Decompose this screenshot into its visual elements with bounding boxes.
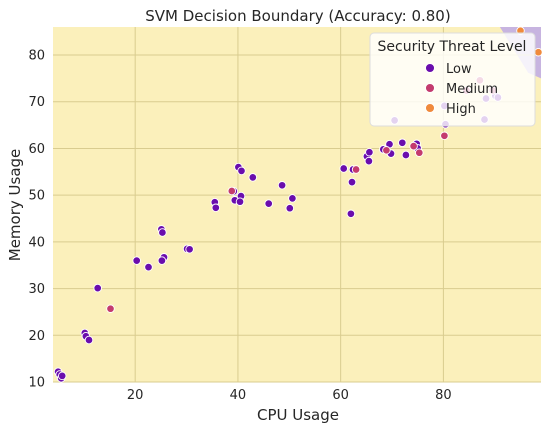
legend-marker-low bbox=[425, 63, 435, 73]
x-tick-label: 40 bbox=[230, 388, 247, 403]
point-low bbox=[346, 209, 356, 219]
point-low bbox=[401, 150, 411, 160]
x-tick-label: 80 bbox=[435, 388, 452, 403]
point-low bbox=[57, 371, 67, 381]
point-low bbox=[93, 283, 102, 293]
point-low bbox=[339, 164, 348, 173]
y-tick-label: 60 bbox=[28, 142, 45, 157]
legend-marker-medium bbox=[425, 83, 435, 93]
point-low bbox=[248, 173, 258, 182]
point-low bbox=[365, 147, 374, 157]
legend-label-medium: Medium bbox=[446, 82, 498, 97]
point-low bbox=[235, 197, 245, 206]
point-low bbox=[288, 194, 297, 203]
point-medium bbox=[409, 141, 418, 151]
point-low bbox=[264, 199, 273, 208]
legend: Security Threat Level Low Medium High bbox=[369, 32, 536, 127]
point-low bbox=[237, 166, 246, 176]
legend-label-low: Low bbox=[446, 62, 472, 77]
legend-marker-high bbox=[425, 103, 435, 113]
point-medium bbox=[351, 165, 361, 174]
y-tick-label: 20 bbox=[28, 329, 45, 344]
point-low bbox=[277, 181, 287, 190]
y-tick-label: 30 bbox=[28, 282, 45, 297]
point-medium bbox=[106, 304, 115, 313]
y-tick-label: 70 bbox=[28, 95, 45, 110]
y-tick-label: 80 bbox=[28, 49, 45, 64]
chart-title: SVM Decision Boundary (Accuracy: 0.80) bbox=[145, 7, 450, 25]
point-low bbox=[132, 256, 141, 265]
point-low bbox=[398, 138, 407, 148]
point-medium bbox=[415, 148, 424, 157]
legend-box bbox=[369, 32, 536, 127]
y-tick-label: 50 bbox=[28, 189, 45, 204]
point-medium bbox=[382, 146, 391, 155]
legend-label-high: High bbox=[446, 102, 476, 117]
point-low bbox=[84, 335, 94, 345]
tick-labels: 20 40 60 80 10 20 30 40 50 60 70 80 bbox=[28, 49, 451, 403]
point-low bbox=[158, 228, 167, 237]
point-low bbox=[157, 256, 167, 265]
point-high bbox=[534, 47, 543, 57]
x-tick-label: 20 bbox=[127, 388, 144, 403]
point-low bbox=[347, 177, 357, 187]
x-tick-label: 60 bbox=[332, 388, 349, 403]
point-low bbox=[185, 245, 194, 254]
legend-title: Security Threat Level bbox=[378, 39, 527, 55]
point-medium bbox=[227, 186, 237, 196]
point-low bbox=[144, 262, 153, 272]
y-tick-label: 10 bbox=[28, 376, 45, 391]
point-low bbox=[211, 203, 221, 213]
y-axis-label: Memory Usage bbox=[6, 149, 24, 262]
x-axis-label: CPU Usage bbox=[257, 406, 339, 424]
y-tick-label: 40 bbox=[28, 235, 45, 250]
point-medium bbox=[440, 131, 449, 141]
point-low bbox=[285, 203, 295, 213]
point-low bbox=[364, 156, 374, 166]
